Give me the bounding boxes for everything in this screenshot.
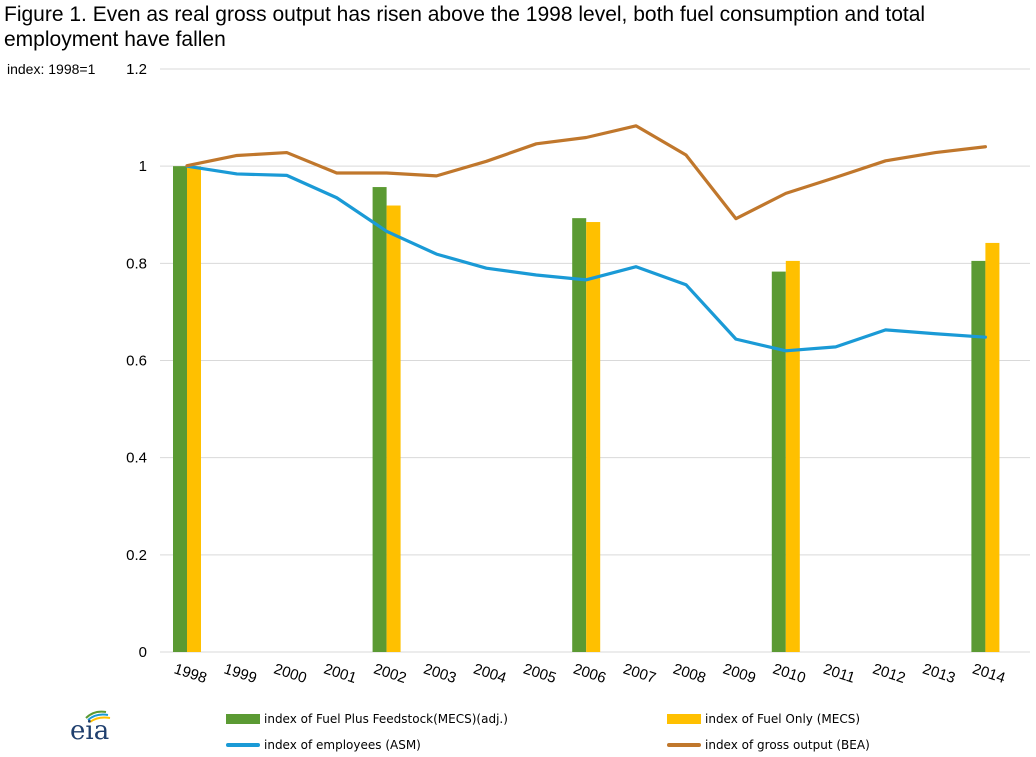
legend-item-gross-output: index of gross output (BEA) bbox=[667, 738, 870, 752]
y-tick-label: 0 bbox=[139, 644, 147, 661]
eia-logo-text: eia bbox=[70, 716, 110, 746]
series-line-employees bbox=[185, 164, 988, 353]
x-tick-label: 2007 bbox=[621, 660, 658, 686]
bar-fuel-feedstock bbox=[771, 271, 786, 652]
x-tick-label: 2010 bbox=[771, 660, 808, 686]
x-tick-label: 2000 bbox=[272, 660, 309, 686]
y-tick-label: 0.4 bbox=[126, 450, 147, 467]
x-tick-label: 2006 bbox=[571, 660, 608, 686]
legend-label-fuel-only: index of Fuel Only (MECS) bbox=[705, 712, 861, 726]
legend-item-fuel-only: index of Fuel Only (MECS) bbox=[667, 712, 860, 726]
legend-swatch-employees bbox=[226, 743, 260, 747]
y-tick-label: 1 bbox=[139, 158, 147, 175]
legend-label-gross-output: index of gross output (BEA) bbox=[705, 738, 870, 752]
bar-fuel-only bbox=[985, 242, 1000, 652]
bar-fuel-only bbox=[586, 222, 601, 652]
bar-fuel-only bbox=[187, 166, 201, 652]
x-tick-label: 2005 bbox=[521, 660, 558, 686]
x-tick-labels: 1998 1999 2000 2001 2002 2003 2004 2005 2006 2007… bbox=[172, 660, 1007, 686]
series-line-gross-output bbox=[185, 124, 988, 221]
bar-fuel-feedstock bbox=[572, 218, 587, 653]
x-tick-label: 2002 bbox=[371, 660, 408, 686]
legend-item-fuel-feedstock: index of Fuel Plus Feedstock(MECS)(adj.) bbox=[226, 712, 508, 726]
x-tick-label: 2012 bbox=[870, 660, 907, 686]
y-tick-label: 0.8 bbox=[126, 255, 147, 272]
x-tick-label: 2009 bbox=[721, 660, 758, 686]
x-tick-label: 2004 bbox=[471, 660, 508, 686]
x-tick-label: 2014 bbox=[970, 660, 1007, 686]
x-tick-label: 2001 bbox=[322, 660, 359, 686]
bar-fuel-feedstock bbox=[971, 260, 986, 652]
chart-title: Figure 1. Even as real gross output has … bbox=[4, 3, 926, 51]
eia-logo-icon bbox=[85, 710, 111, 723]
y-tick-labels: 0 0.2 0.4 0.6 0.8 1 1.2 bbox=[126, 61, 147, 661]
bars bbox=[173, 166, 1000, 653]
bar-fuel-feedstock bbox=[372, 187, 387, 652]
y-axis-units-label: index: 1998=1 bbox=[7, 61, 96, 77]
x-tick-label: 2013 bbox=[920, 660, 957, 686]
series-lines bbox=[185, 124, 988, 353]
x-tick-label: 2011 bbox=[821, 661, 857, 687]
x-tick-label: 2003 bbox=[421, 660, 458, 686]
x-tick-label: 1999 bbox=[222, 660, 259, 686]
x-tick-label: 2008 bbox=[671, 660, 708, 686]
y-tick-label: 1.2 bbox=[126, 61, 147, 78]
y-tick-label: 0.6 bbox=[126, 353, 147, 370]
legend-swatch-fuel-only bbox=[667, 714, 701, 724]
legend-label-employees: index of employees (ASM) bbox=[264, 738, 421, 752]
legend-item-employees: index of employees (ASM) bbox=[226, 738, 421, 752]
bar-fuel-only bbox=[785, 260, 800, 652]
legend-swatch-fuel-feedstock bbox=[226, 714, 260, 724]
legend-swatch-gross-output bbox=[667, 743, 701, 747]
bar-fuel-only bbox=[386, 205, 401, 652]
y-tick-label: 0.2 bbox=[126, 547, 147, 564]
x-tick-label: 1998 bbox=[172, 660, 209, 686]
bar-fuel-feedstock bbox=[173, 166, 187, 652]
legend-label-fuel-feedstock: index of Fuel Plus Feedstock(MECS)(adj.) bbox=[264, 712, 508, 726]
